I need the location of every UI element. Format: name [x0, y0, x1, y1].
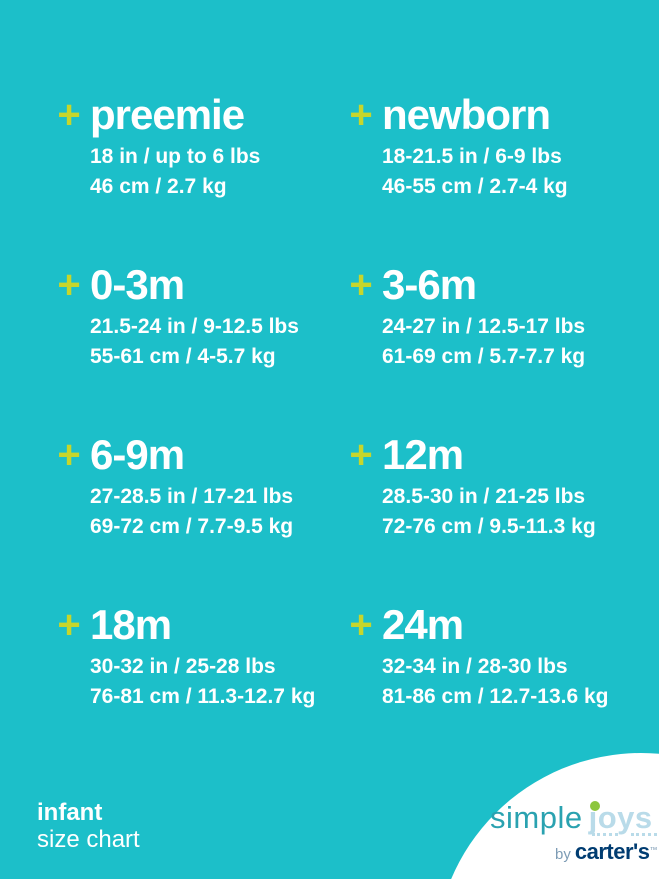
logo-brand-label: carter's: [574, 839, 650, 864]
size-imperial: 24-27 in / 12.5-17 lbs: [382, 315, 586, 338]
size-imperial: 32-34 in / 28-30 lbs: [382, 655, 568, 678]
joy-dot-icon: [589, 801, 600, 811]
size-entry-newborn: + newborn 18-21.5 in / 6-9 lbs 46-55 cm …: [348, 92, 626, 262]
size-entry-0-3m: + 0-3m 21.5-24 in / 9-12.5 lbs 55-61 cm …: [56, 262, 348, 432]
size-metric: 46-55 cm / 2.7-4 kg: [382, 175, 568, 198]
size-metric: 55-61 cm / 4-5.7 kg: [90, 345, 276, 368]
plus-icon: +: [349, 93, 373, 137]
size-title-row: + 18m: [56, 602, 348, 648]
size-imperial: 30-32 in / 25-28 lbs: [90, 655, 276, 678]
size-entry-12m: + 12m 28.5-30 in / 21-25 lbs 72-76 cm / …: [348, 432, 626, 602]
size-title-row: + 6-9m: [56, 432, 348, 478]
logo-word-simple: simple: [490, 800, 583, 835]
size-entry-preemie: + preemie 18 in / up to 6 lbs 46 cm / 2.…: [56, 92, 348, 262]
size-title-row: + 12m: [348, 432, 626, 478]
plus-icon: +: [57, 263, 81, 307]
size-metric: 76-81 cm / 11.3-12.7 kg: [90, 685, 316, 708]
size-imperial: 18 in / up to 6 lbs: [90, 145, 261, 168]
size-label: 6-9m: [90, 431, 185, 478]
dotted-underline-icon: [631, 833, 657, 836]
plus-icon: +: [349, 263, 373, 307]
size-grid: + preemie 18 in / up to 6 lbs 46 cm / 2.…: [56, 92, 626, 772]
logo-by-label: by: [555, 846, 571, 863]
size-imperial: 18-21.5 in / 6-9 lbs: [382, 145, 562, 168]
size-entry-18m: + 18m 30-32 in / 25-28 lbs 76-81 cm / 11…: [56, 602, 348, 772]
size-label: preemie: [90, 91, 245, 138]
trademark-symbol: ™: [649, 845, 658, 855]
size-title-row: + preemie: [56, 92, 348, 138]
size-title-row: + 24m: [348, 602, 626, 648]
size-title-row: + newborn: [348, 92, 626, 138]
chart-subtitle-label: size chart: [37, 826, 140, 853]
size-imperial: 21.5-24 in / 9-12.5 lbs: [90, 315, 299, 338]
brand-logo-byline: by carter's™: [555, 839, 657, 865]
size-imperial: 28.5-30 in / 21-25 lbs: [382, 485, 586, 508]
size-metric: 61-69 cm / 5.7-7.7 kg: [382, 345, 586, 368]
plus-icon: +: [349, 603, 373, 647]
dotted-underline-icon: [592, 833, 618, 836]
brand-logo-wordmark: simple joys: [490, 801, 653, 835]
size-metric: 46 cm / 2.7 kg: [90, 175, 227, 198]
size-title-row: + 3-6m: [348, 262, 626, 308]
size-label: 0-3m: [90, 261, 185, 308]
size-entry-6-9m: + 6-9m 27-28.5 in / 17-21 lbs 69-72 cm /…: [56, 432, 348, 602]
logo-word-joys: joys: [588, 800, 653, 835]
size-label: 24m: [382, 601, 464, 648]
plus-icon: +: [57, 93, 81, 137]
size-label: 3-6m: [382, 261, 477, 308]
chart-footer: infant size chart: [37, 799, 140, 853]
size-label: 18m: [90, 601, 172, 648]
size-entry-3-6m: + 3-6m 24-27 in / 12.5-17 lbs 61-69 cm /…: [348, 262, 626, 432]
size-title-row: + 0-3m: [56, 262, 348, 308]
size-entry-24m: + 24m 32-34 in / 28-30 lbs 81-86 cm / 12…: [348, 602, 626, 772]
plus-icon: +: [57, 433, 81, 477]
size-metric: 72-76 cm / 9.5-11.3 kg: [382, 515, 596, 538]
size-metric: 81-86 cm / 12.7-13.6 kg: [382, 685, 609, 708]
size-label: newborn: [382, 91, 551, 138]
plus-icon: +: [57, 603, 81, 647]
size-label: 12m: [382, 431, 464, 478]
plus-icon: +: [349, 433, 373, 477]
size-metric: 69-72 cm / 7.7-9.5 kg: [90, 515, 294, 538]
chart-category-label: infant: [37, 799, 103, 826]
size-imperial: 27-28.5 in / 17-21 lbs: [90, 485, 294, 508]
